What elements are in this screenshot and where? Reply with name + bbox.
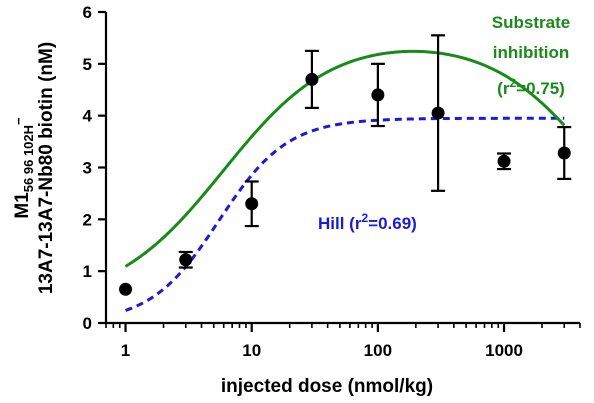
point-marker [431,106,445,120]
y-tick-label: 2 [83,210,92,229]
y-axis-title: M156 96 102H− 13A7-13A7-Nb80 biotin (nM) [11,42,57,294]
axes: 0 1 2 3 4 5 6 1 10 100 1000 [83,3,581,360]
svg-text:M156 96 102H−: M156 96 102H− [11,117,36,219]
x-axis-title: injected dose (nmol/kg) [221,376,433,397]
hill-label-pre: Hill (r [318,214,362,233]
y-tick-label: 5 [83,55,92,74]
point-marker [557,146,571,160]
y-axis-title-sup: − [11,117,26,125]
si-label-line3-post: =0.75) [516,79,565,98]
point-marker [119,282,133,296]
y-axis-title-line2: 13A7-13A7-Nb80 biotin (nM) [36,42,57,294]
data-point [304,49,319,109]
y-tick-label: 1 [83,262,92,281]
point-marker [179,253,193,267]
data-point [497,152,512,171]
y-axis-title-sub: 56 96 102H [21,125,36,192]
data-point [244,180,259,228]
x-tick-label: 100 [364,341,392,360]
data-point [119,282,133,296]
y-tick-label: 4 [83,107,93,126]
legend-hill: Hill (r2=0.69) [318,211,417,233]
y-tick-label: 6 [83,3,92,22]
point-marker [497,154,511,168]
point-marker [305,72,319,86]
data-point [431,34,446,192]
si-label-line3-sup: 2 [509,76,516,90]
hill-label-post: =0.69) [368,214,417,233]
svg-text:(r2=0.75): (r2=0.75) [497,76,565,98]
data-point [178,250,193,269]
y-tick-label: 0 [83,314,92,333]
x-tick-label: 1000 [485,341,523,360]
hill-label-sup: 2 [361,211,368,225]
data-points [119,34,572,296]
data-point [370,62,385,128]
hill-fit-curve [125,116,565,312]
x-tick-label: 1 [121,341,130,360]
x-tick-label: 10 [242,341,261,360]
fit-curves [124,49,566,312]
si-label-line1: Substrate [492,13,570,32]
si-label-line3-pre: (r [497,79,510,98]
legend-substrate-inhibition: Substrate inhibition (r2=0.75) [492,13,570,98]
si-label-line2: inhibition [493,43,569,62]
point-marker [245,197,259,211]
y-tick-label: 3 [83,159,92,178]
svg-text:Hill (r2=0.69): Hill (r2=0.69) [318,211,417,233]
point-marker [371,88,385,102]
substrate-inhibition-fit-curve [124,49,566,268]
data-point [557,125,572,181]
y-axis-title-main: M1 [12,192,33,219]
